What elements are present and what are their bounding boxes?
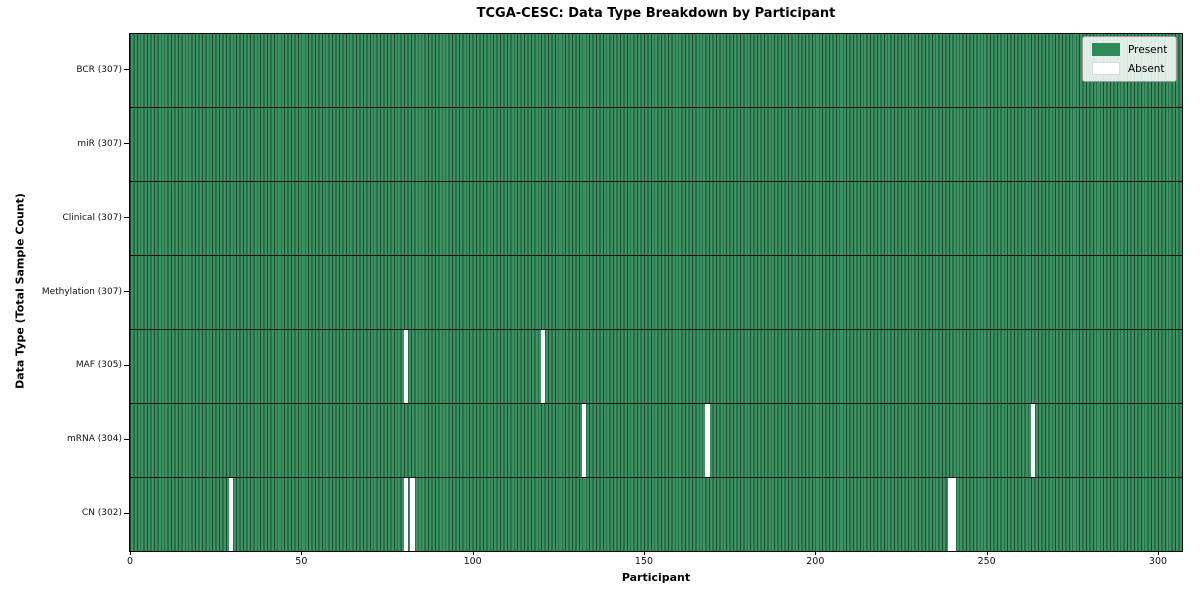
x-tick-label: 300 [1148,556,1168,567]
plot-area [129,33,1183,552]
chart-title: TCGA-CESC: Data Type Breakdown by Partic… [476,6,836,21]
y-tick-mark [124,512,129,514]
y-tick-label: Methylation (307) [41,286,122,297]
heatmap-row-mrna [130,404,1182,478]
legend-label: Present [1128,43,1168,56]
absent-cell [410,478,415,551]
y-tick-mark [124,143,129,145]
absent-cell [705,404,710,477]
x-tick-label: 150 [634,556,654,567]
x-tick-mark [986,551,988,555]
absent-cell [403,478,409,551]
absent-cell [540,330,546,403]
y-tick-label: Clinical (307) [62,212,122,223]
x-tick-label: 100 [463,556,482,567]
x-tick-mark [301,551,303,555]
x-tick-label: 0 [126,556,134,567]
x-tick-mark [472,551,474,555]
y-tick-label: CN (302) [81,508,122,519]
x-tick-label: 50 [295,556,308,567]
y-tick-mark [124,291,129,292]
x-tick-label: 200 [806,556,825,567]
absent-cell [948,478,953,551]
absent-cell [951,478,957,551]
y-tick-label: miR (307) [77,138,122,149]
x-tick-mark [1158,551,1159,555]
heatmap-row-mir [130,108,1182,182]
heatmap-row-methylation [130,256,1182,330]
y-tick-mark [124,69,129,71]
x-tick-mark [130,551,131,555]
legend-swatch-absent [1092,62,1120,75]
y-tick-mark [124,217,129,219]
legend-swatch-present [1092,43,1120,56]
x-tick-mark [644,551,645,555]
x-axis-label: Participant [621,571,691,584]
legend-label: Absent [1128,62,1165,75]
legend-item-absent: Absent [1092,62,1167,75]
absent-cell [1030,404,1036,477]
y-tick-mark [124,364,129,366]
heatmap-row-clinical [130,182,1182,256]
y-tick-label: mRNA (304) [67,434,122,445]
x-tick-mark [815,551,817,555]
absent-cell [228,478,234,551]
y-tick-mark [124,438,129,440]
legend: Present Absent [1082,36,1178,82]
absent-cell [581,404,587,477]
x-tick-label: 250 [977,556,996,567]
legend-item-present: Present [1092,43,1167,56]
heatmap-row-cn [130,478,1182,551]
heatmap-row-bcr [130,34,1182,108]
y-tick-label: BCR (307) [76,64,122,75]
y-tick-label: MAF (305) [75,360,122,371]
heatmap-row-maf [130,330,1182,404]
absent-cell [403,330,409,403]
